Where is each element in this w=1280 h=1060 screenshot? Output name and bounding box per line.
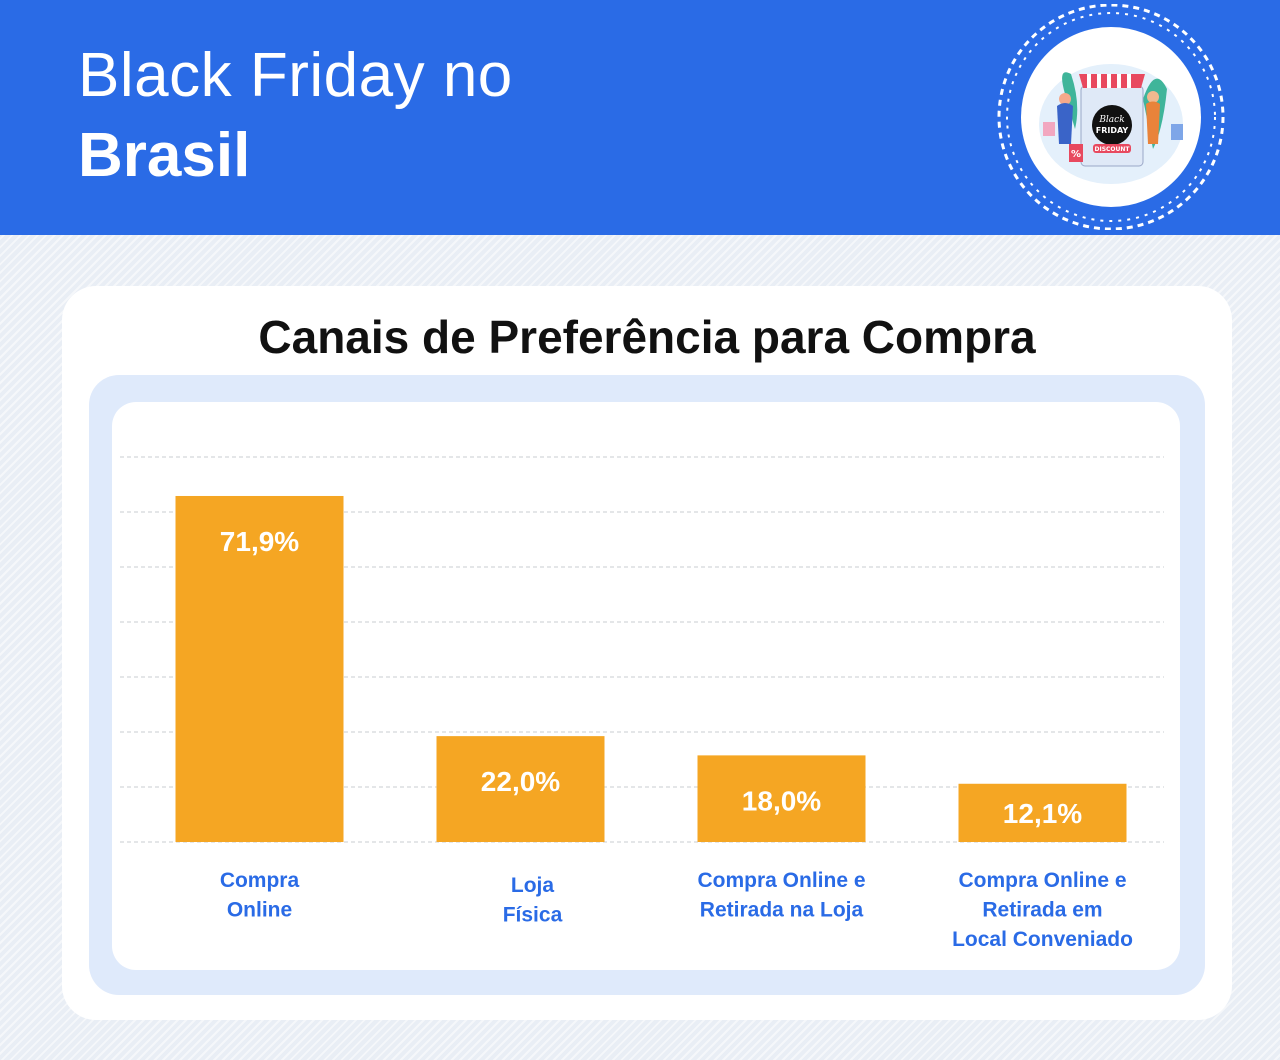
badge-percent: % bbox=[1071, 149, 1081, 160]
chart-title: Canais de Preferência para Compra bbox=[258, 311, 1036, 363]
bar-2 bbox=[436, 736, 605, 842]
chart-card: Canais de Preferência para Compra 71,9% C… bbox=[62, 286, 1232, 1020]
badge-discount: DISCOUNT bbox=[1094, 146, 1130, 153]
category-label-4-line-3: Local Conveniado bbox=[952, 928, 1133, 951]
bar-3 bbox=[697, 755, 866, 842]
page-title-bold: Brasil bbox=[78, 121, 251, 190]
black-friday-badge: Black FRIDAY DISCOUNT % bbox=[993, 4, 1229, 230]
bar-chart: 71,9% Compra Online 22,0% Loja Física 18,0% Com… bbox=[120, 456, 1164, 951]
chart-panel: 71,9% Compra Online 22,0% Loja Física 18,0% Com… bbox=[112, 402, 1180, 970]
bar-1 bbox=[175, 495, 344, 842]
page-title-light: Black Friday no bbox=[78, 41, 513, 110]
value-label-4: 12,1% bbox=[1003, 798, 1082, 829]
category-label-4-line-1: Compra Online e bbox=[958, 869, 1126, 892]
value-label-1: 71,9% bbox=[220, 526, 299, 557]
header-banner: Black Friday no Brasil Black FRIDAY DISC… bbox=[0, 0, 1280, 235]
value-label-2: 22,0% bbox=[481, 766, 560, 797]
bar-4 bbox=[958, 783, 1127, 842]
badge-sign-line2: FRIDAY bbox=[1096, 126, 1129, 135]
category-label-2-line-1: Loja bbox=[511, 874, 554, 897]
category-label-3-line-1: Compra Online e bbox=[697, 869, 865, 892]
black-friday-store-icon: Black FRIDAY DISCOUNT % bbox=[997, 4, 1225, 230]
chart-frame: 71,9% Compra Online 22,0% Loja Física 18,0% Com… bbox=[89, 375, 1205, 995]
category-label-2-line-2: Física bbox=[503, 904, 563, 927]
value-label-3: 18,0% bbox=[742, 785, 821, 816]
category-label-1-line-1: Compra bbox=[220, 869, 300, 892]
badge-sign-line1: Black bbox=[1098, 115, 1124, 125]
category-label-1-line-2: Online bbox=[227, 899, 292, 922]
category-label-3-line-2: Retirada na Loja bbox=[700, 899, 864, 922]
category-label-4-line-2: Retirada em bbox=[982, 899, 1102, 922]
